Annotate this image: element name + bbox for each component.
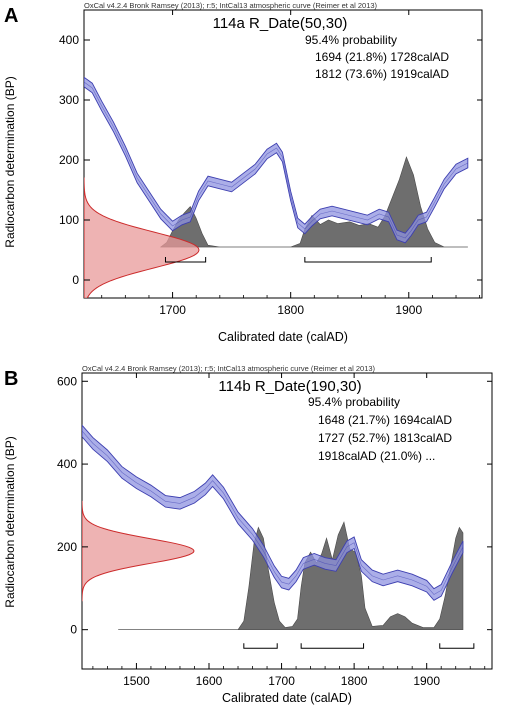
panel-letter-a: A xyxy=(4,5,18,27)
range-text-a-1: 1694 (21.8%) 1728calAD xyxy=(315,50,449,64)
panel-b: B OxCal v4.2.4 Bronk Ramsey (2013); r:5;… xyxy=(3,364,493,705)
plot-clip-group-b xyxy=(82,424,464,630)
title-b: 114b R_Date(190,30) xyxy=(218,378,361,395)
x-tick-label-a-2: 1900 xyxy=(395,303,422,317)
range-bar-b-1 xyxy=(243,643,278,649)
calibration-curve-band-b xyxy=(82,424,464,601)
calibration-curve-line-b xyxy=(82,430,464,595)
calibration-curve-band-a xyxy=(84,76,469,244)
y-tick-label-a-0: 0 xyxy=(72,273,79,287)
calibration-curve-line-a xyxy=(84,81,468,239)
x-tick-label-b-0: 1500 xyxy=(123,674,150,688)
probability-heading-b: 95.4% probability xyxy=(308,395,400,409)
range-bar-a-2 xyxy=(304,257,432,263)
range-bar-a-1 xyxy=(164,257,207,263)
calibrated-probability-a xyxy=(159,156,468,248)
x-tick-label-b-4: 1900 xyxy=(413,674,440,688)
radiocarbon-distribution-b xyxy=(82,500,195,602)
y-tick-label-a-3: 300 xyxy=(59,93,79,107)
plot-frame-a xyxy=(83,9,483,299)
y-tick-label-b-2: 400 xyxy=(57,457,77,471)
title-a: 114a R_Date(50,30) xyxy=(213,15,348,32)
credit-text-b: OxCal v4.2.4 Bronk Ramsey (2013); r:5; I… xyxy=(82,364,376,373)
x-tick-label-a-1: 1800 xyxy=(277,303,304,317)
plot-layer-b xyxy=(82,424,475,649)
range-text-b-1: 1648 (21.7%) 1694calAD xyxy=(318,413,452,427)
y-tick-label-a-4: 400 xyxy=(59,33,79,47)
y-tick-label-b-0: 0 xyxy=(70,623,77,637)
y-axis-label-a: Radiocarbon determination (BP) xyxy=(3,76,17,247)
calibrated-probability-b xyxy=(118,521,464,630)
y-tick-label-a-2: 200 xyxy=(59,153,79,167)
probability-heading-a: 95.4% probability xyxy=(305,33,397,47)
axes-layer-b: 1500 1600 1700 1800 1900 0 200 400 600 xyxy=(57,373,492,688)
x-axis-label-b: Calibrated date (calAD) xyxy=(222,691,352,705)
y-axis-label-b: Radiocarbon determination (BP) xyxy=(3,436,17,607)
plot-layer-a xyxy=(84,76,469,298)
range-bar-b-2 xyxy=(300,643,365,649)
range-text-b-2: 1727 (52.7%) 1813calAD xyxy=(318,431,452,445)
radiocarbon-distribution-a xyxy=(84,177,200,298)
axes-layer-a: 1700 1800 1900 0 100 200 300 400 xyxy=(59,10,482,317)
credit-text-a: OxCal v4.2.4 Bronk Ramsey (2013); r:5; I… xyxy=(84,1,378,10)
x-tick-label-a-0: 1700 xyxy=(159,303,186,317)
x-tick-label-b-2: 1700 xyxy=(268,674,295,688)
range-text-a-2: 1812 (73.6%) 1919calAD xyxy=(315,67,449,81)
range-text-b-3: 1918calAD (21.0%) ... xyxy=(318,449,435,463)
x-axis-label-a: Calibrated date (calAD) xyxy=(218,330,348,344)
y-tick-label-a-1: 100 xyxy=(59,213,79,227)
x-tick-label-b-1: 1600 xyxy=(196,674,223,688)
x-tick-label-b-3: 1800 xyxy=(341,674,368,688)
y-tick-label-b-3: 600 xyxy=(57,374,77,388)
range-bar-b-3 xyxy=(439,643,475,649)
plot-clip-group-a xyxy=(84,76,469,298)
y-tick-label-b-1: 200 xyxy=(57,540,77,554)
panel-a: A OxCal v4.2.4 Bronk Ramsey (2013); r:5;… xyxy=(3,1,483,344)
panel-letter-b: B xyxy=(4,368,18,390)
